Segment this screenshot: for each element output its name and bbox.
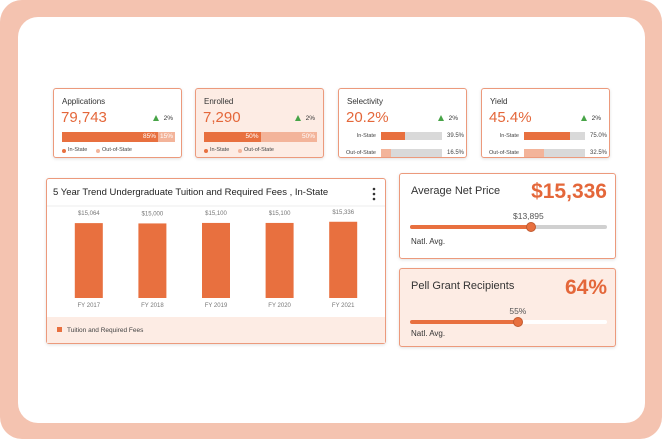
menu-dot[interactable] xyxy=(372,197,376,201)
legend-dot xyxy=(96,149,100,153)
row-label: Out-of-State xyxy=(489,150,519,156)
legend-swatch xyxy=(57,327,62,332)
x-tick-label: FY 2019 xyxy=(205,303,228,309)
legend-area xyxy=(47,317,385,343)
value-label: $15,000 xyxy=(142,211,164,217)
card-value: 79,743 xyxy=(61,109,107,126)
up-icon xyxy=(153,115,159,121)
legend-label: Tuition and Required Fees xyxy=(67,327,144,334)
kpi-card: Selectivity 20.2% 2% In-State 39.5% Out-of-St… xyxy=(338,88,467,158)
card-title: Selectivity xyxy=(347,97,384,106)
menu-dot[interactable] xyxy=(372,187,376,191)
row-value: 32.5% xyxy=(589,150,607,156)
track-fill xyxy=(410,320,519,324)
benchmark-value: 55% xyxy=(509,306,527,316)
card-value: $15,336 xyxy=(531,180,607,203)
bar xyxy=(265,222,294,298)
card-value: 64% xyxy=(564,276,607,299)
row-label: In-State xyxy=(499,133,519,139)
legend-label: In-State xyxy=(210,147,230,153)
value-label: $15,064 xyxy=(78,211,100,217)
value-label: $15,100 xyxy=(269,211,291,217)
bar xyxy=(202,222,230,298)
bar xyxy=(524,132,570,140)
bar xyxy=(524,149,544,157)
bar-segment: 85% xyxy=(62,132,159,142)
legend-dot xyxy=(238,149,242,153)
bar-segment: 50% xyxy=(204,132,261,142)
x-tick-label: FY 2018 xyxy=(141,303,164,309)
bar xyxy=(329,221,358,298)
benchmark-value: $13,895 xyxy=(513,211,544,221)
kpi-card: Yield 45.4% 2% In-State 75.0% Out-of-State 32.… xyxy=(481,88,610,158)
card-title: Yield xyxy=(490,97,508,106)
x-tick-label: FY 2021 xyxy=(332,303,355,309)
card-title: Pell Grant Recipients xyxy=(411,280,515,292)
chart-card: 5 Year Trend Undergraduate Tuition and R… xyxy=(46,178,386,344)
up-icon xyxy=(438,115,444,121)
kpi-card: Applications 79,743 2% 85% In-State 15% Out-of… xyxy=(53,88,182,158)
bar xyxy=(381,149,392,157)
legend-dot xyxy=(62,149,66,153)
track xyxy=(381,132,442,140)
menu-dot[interactable] xyxy=(372,192,376,196)
row-label: Out-of-State xyxy=(346,150,376,156)
bar xyxy=(381,132,406,140)
up-icon xyxy=(295,115,301,121)
pell-card: Pell Grant Recipients 64% 55% Natl. Avg. xyxy=(399,268,616,347)
change: 2% xyxy=(305,115,315,122)
value-label: $15,336 xyxy=(332,210,354,216)
legend-label: In-State xyxy=(68,147,88,153)
net-price-card: Average Net Price $15,336 $13,895 Natl. Avg… xyxy=(399,173,616,259)
bar-segment: 50% xyxy=(260,132,317,142)
card-title: Applications xyxy=(62,97,106,106)
track xyxy=(381,149,442,157)
card-value: 20.2% xyxy=(346,109,389,126)
benchmark-label: Natl. Avg. xyxy=(411,329,446,338)
row-value: 75.0% xyxy=(589,133,607,139)
value-label: $15,100 xyxy=(205,211,227,217)
track xyxy=(524,149,585,157)
row-value: 39.5% xyxy=(446,133,464,139)
card-title: Enrolled xyxy=(204,97,234,106)
kpi-card: Enrolled 7,290 2% 50% In-State 50% Out-of-Stat… xyxy=(195,88,324,158)
card-value: 7,290 xyxy=(203,109,241,126)
up-icon xyxy=(581,115,587,121)
chart: 5 Year Trend Undergraduate Tuition and R… xyxy=(47,187,385,343)
row-value: 16.5% xyxy=(446,150,464,156)
bar xyxy=(74,223,103,298)
legend-label: Out-of-State xyxy=(102,147,132,153)
x-tick-label: FY 2017 xyxy=(78,303,101,309)
change: 2% xyxy=(591,115,601,122)
benchmark-label: Natl. Avg. xyxy=(411,237,446,246)
row-label: In-State xyxy=(356,133,376,139)
bar-segment: 15% xyxy=(158,132,175,142)
x-tick-label: FY 2020 xyxy=(268,303,291,309)
track-fill xyxy=(410,225,531,229)
knob xyxy=(526,222,536,232)
change: 2% xyxy=(163,115,173,122)
change: 2% xyxy=(448,115,458,122)
bar xyxy=(138,223,167,298)
legend-label: Out-of-State xyxy=(244,147,274,153)
chart-title: 5 Year Trend Undergraduate Tuition and R… xyxy=(53,187,328,198)
card-title: Average Net Price xyxy=(411,185,501,197)
card-value: 45.4% xyxy=(489,109,532,126)
knob xyxy=(513,317,524,327)
legend-dot xyxy=(204,149,208,153)
